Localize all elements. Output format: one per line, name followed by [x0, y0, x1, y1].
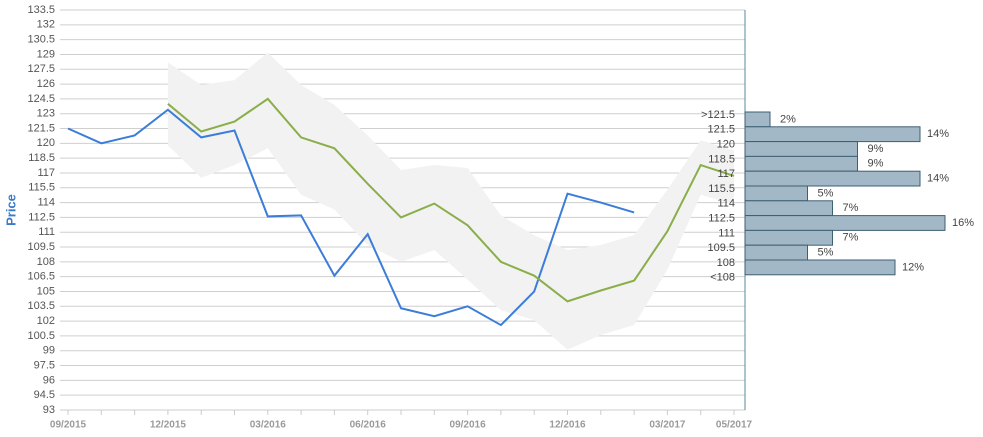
- value-label: 9%: [868, 158, 884, 170]
- price-line: [67, 108, 635, 327]
- bin-label: 114: [717, 198, 735, 210]
- bin-label: <108: [710, 272, 735, 284]
- value-label: 7%: [843, 202, 859, 214]
- hist-bar: [744, 200, 833, 217]
- y-tick-label: 97.5: [34, 359, 55, 371]
- y-tick-label: 123: [37, 108, 55, 120]
- y-tick-label: 105: [37, 285, 55, 297]
- x-tick-label: 12/2016: [549, 420, 586, 431]
- bin-label: 120: [717, 139, 735, 151]
- x-tick-label: 05/2017: [716, 420, 753, 431]
- y-tick-label: 132: [37, 19, 55, 31]
- y-tick-label: 133.5: [27, 4, 55, 16]
- x-tick-label: 03/2017: [649, 420, 686, 431]
- x-tick-label: 09/2016: [450, 420, 487, 431]
- y-tick-label: 96: [43, 374, 55, 386]
- y-tick-label: 118.5: [28, 152, 55, 164]
- bin-label: 115.5: [708, 183, 735, 195]
- bin-label: 109.5: [707, 242, 735, 254]
- value-label: 14%: [927, 173, 949, 185]
- value-label: 9%: [868, 143, 884, 155]
- y-tick-label: 120: [37, 137, 55, 149]
- x-tick-label: 09/2015: [50, 420, 87, 431]
- hist-bar: [744, 111, 771, 128]
- value-label: 12%: [902, 261, 924, 273]
- bin-label: >121.5: [701, 109, 735, 121]
- y-tick-label: 114: [37, 196, 55, 208]
- bin-label: 108: [717, 257, 735, 269]
- hist-bar: [744, 155, 858, 172]
- bin-label: 117: [717, 168, 735, 180]
- hist-bar: [744, 141, 858, 157]
- y-tick-label: 99: [43, 345, 55, 357]
- price-line: [167, 97, 735, 303]
- bin-label: 121.5: [707, 124, 735, 136]
- value-label: 16%: [952, 217, 974, 229]
- value-label: 14%: [927, 128, 949, 140]
- y-tick-label: 100.5: [27, 330, 55, 342]
- y-tick-label: 109.5: [27, 241, 55, 253]
- y-tick-label: 129: [37, 48, 55, 60]
- x-tick-label: 03/2016: [250, 420, 287, 431]
- y-tick-label: 126: [37, 78, 55, 90]
- bin-label: 112.5: [708, 213, 735, 225]
- hist-bar: [744, 126, 921, 143]
- y-tick-label: 106.5: [27, 271, 55, 283]
- bin-label: 111: [718, 227, 735, 239]
- x-tick-label: 12/2015: [150, 420, 187, 431]
- forecast-band: [167, 52, 734, 350]
- y-tick-label: 117: [37, 167, 55, 179]
- y-tick-label: 112.5: [28, 211, 55, 223]
- y-tick-label: 93: [43, 404, 55, 416]
- value-label: 2%: [780, 113, 796, 125]
- y-tick-label: 121.5: [27, 122, 55, 134]
- y-tick-label: 124.5: [27, 93, 55, 105]
- hist-bar: [744, 244, 808, 261]
- hist-bar: [744, 170, 921, 187]
- y-tick-label: 94.5: [34, 389, 55, 401]
- y-tick-label: 102: [37, 315, 55, 327]
- value-label: 5%: [818, 247, 834, 259]
- value-label: 5%: [818, 187, 834, 199]
- hist-bar: [744, 215, 946, 231]
- y-axis-title: Price: [3, 194, 18, 226]
- y-tick-label: 127.5: [27, 63, 55, 75]
- hist-bar: [744, 259, 896, 276]
- bin-label: 118.5: [708, 153, 735, 165]
- y-tick-label: 130.5: [27, 34, 55, 46]
- value-label: 7%: [843, 232, 859, 244]
- y-tick-label: 108: [37, 256, 55, 268]
- y-tick-label: 111: [38, 226, 55, 238]
- y-tick-label: 115.5: [28, 182, 55, 194]
- x-tick-label: 06/2016: [350, 420, 387, 431]
- hist-bar: [744, 229, 833, 246]
- y-tick-label: 103.5: [27, 300, 55, 312]
- hist-bar: [744, 185, 808, 202]
